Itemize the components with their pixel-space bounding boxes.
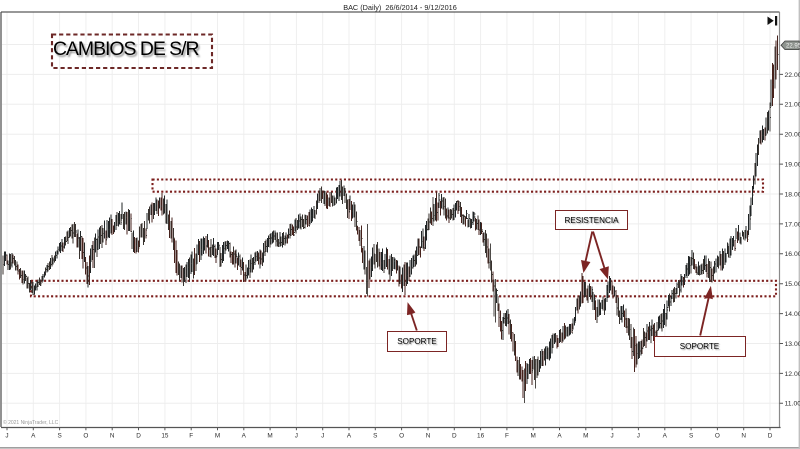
svg-text:J: J [295, 433, 298, 440]
svg-text:20.00: 20.00 [785, 132, 800, 139]
svg-text:J: J [637, 433, 640, 440]
svg-text:N: N [426, 433, 431, 440]
svg-text:12.00: 12.00 [785, 371, 800, 378]
svg-text:14.00: 14.00 [785, 311, 800, 318]
svg-text:11.00: 11.00 [785, 401, 800, 408]
svg-text:M: M [583, 433, 588, 440]
svg-text:15: 15 [161, 433, 169, 440]
svg-text:F: F [505, 433, 509, 440]
svg-text:A: A [347, 433, 352, 440]
svg-text:S: S [689, 433, 693, 440]
svg-text:S: S [373, 433, 377, 440]
svg-text:A: A [663, 433, 668, 440]
svg-text:22.00: 22.00 [785, 72, 800, 79]
svg-text:M: M [215, 433, 220, 440]
svg-text:O: O [83, 433, 88, 440]
svg-text:A: A [31, 433, 36, 440]
svg-text:A: A [557, 433, 562, 440]
svg-text:16.00: 16.00 [785, 251, 800, 258]
svg-text:13.00: 13.00 [785, 341, 800, 348]
svg-text:J: J [610, 433, 613, 440]
svg-text:A: A [242, 433, 247, 440]
svg-text:O: O [715, 433, 720, 440]
svg-text:22.95: 22.95 [786, 44, 800, 50]
svg-text:18.00: 18.00 [785, 191, 800, 198]
svg-text:D: D [452, 433, 457, 440]
svg-text:N: N [741, 433, 746, 440]
svg-text:D: D [768, 433, 773, 440]
svg-text:21.00: 21.00 [785, 102, 800, 109]
svg-text:F: F [189, 433, 193, 440]
svg-text:J: J [5, 433, 8, 440]
svg-text:M: M [267, 433, 272, 440]
svg-text:17.00: 17.00 [785, 221, 800, 228]
svg-text:N: N [110, 433, 115, 440]
svg-text:D: D [136, 433, 141, 440]
svg-text:16: 16 [477, 433, 485, 440]
svg-text:S: S [57, 433, 61, 440]
svg-text:M: M [531, 433, 536, 440]
svg-text:J: J [321, 433, 324, 440]
svg-text:19.00: 19.00 [785, 162, 800, 169]
svg-text:O: O [399, 433, 404, 440]
svg-text:15.00: 15.00 [785, 281, 800, 288]
